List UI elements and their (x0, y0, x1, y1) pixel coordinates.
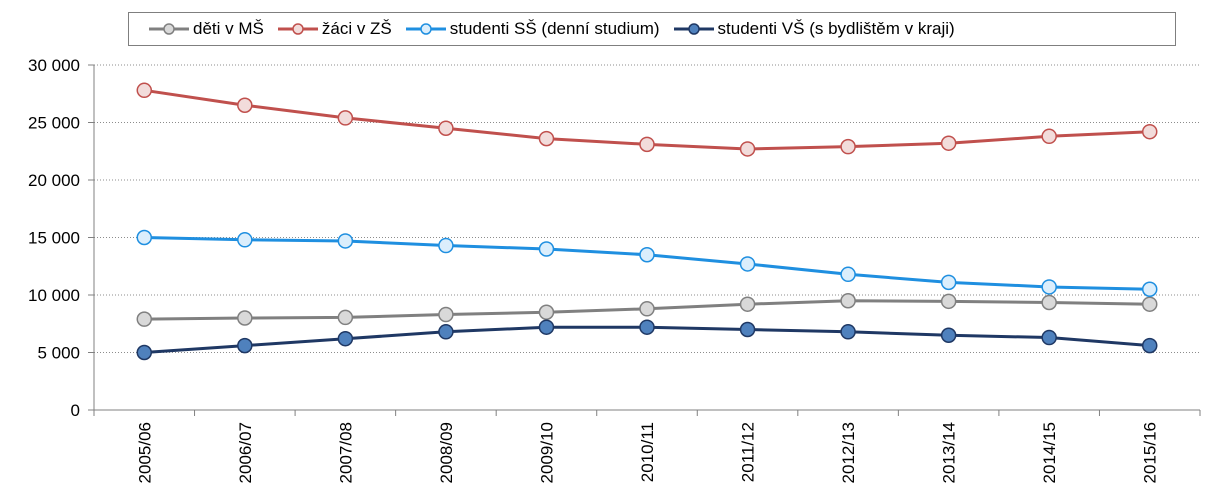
data-point (438, 120, 454, 136)
data-point (337, 309, 354, 326)
y-tick-label: 20 000 (28, 171, 80, 190)
x-tick-label: 2011/12 (739, 422, 758, 482)
y-tick-label: 30 000 (28, 56, 80, 75)
y-tick-label: 5 000 (37, 344, 80, 363)
legend-swatch (149, 23, 189, 35)
x-tick-label: 2005/06 (135, 422, 154, 483)
data-point (840, 324, 856, 340)
data-point (739, 256, 756, 272)
x-tick-label: 2012/13 (839, 422, 858, 483)
data-point (940, 293, 957, 310)
series-line (144, 236, 1150, 291)
data-point (538, 319, 555, 335)
legend-swatch (673, 23, 714, 35)
data-point (739, 296, 756, 312)
data-point (639, 136, 655, 153)
legend: děti v MŠ žáci v ZŠ studenti SŠ (denní stu… (128, 12, 1176, 46)
data-point (438, 237, 454, 254)
data-point (1141, 337, 1158, 354)
data-point (136, 344, 153, 361)
x-tick-label: 2013/14 (940, 422, 959, 483)
data-point (840, 293, 856, 309)
legend-item: studenti SŠ (denní studium) (405, 19, 660, 39)
data-point (1141, 281, 1158, 297)
data-point (237, 310, 253, 326)
data-point (337, 110, 354, 126)
x-tick-label: 2010/11 (638, 422, 657, 482)
legend-swatch (277, 23, 318, 35)
data-point (337, 330, 354, 347)
x-tick-label: 2014/15 (1040, 422, 1059, 483)
data-point (739, 321, 756, 338)
x-tick-label: 2015/16 (1141, 422, 1160, 483)
data-point (1041, 279, 1057, 295)
data-point (639, 319, 655, 335)
data-point (840, 138, 856, 155)
legend-label: studenti SŠ (denní studium) (449, 19, 660, 38)
data-point (337, 233, 354, 249)
x-tick-label: 2007/08 (336, 422, 355, 483)
y-tick-label: 10 000 (28, 286, 80, 305)
legend-label: žáci v ZŠ (321, 19, 392, 38)
legend-item: žáci v ZŠ (277, 19, 392, 39)
data-point (237, 97, 253, 113)
data-point (237, 232, 253, 248)
data-point (1041, 329, 1057, 346)
data-point (136, 311, 153, 327)
data-point (639, 247, 655, 263)
data-point (940, 135, 957, 151)
data-point (1141, 123, 1158, 140)
data-point (438, 324, 454, 340)
y-tick-label: 0 (71, 401, 80, 420)
data-point (940, 327, 957, 343)
data-point (1041, 128, 1057, 145)
legend-label: studenti VŠ (s bydlištěm v kraji) (717, 19, 955, 38)
legend-label: děti v MŠ (193, 19, 264, 38)
x-tick-label: 2009/10 (537, 422, 556, 483)
data-point (940, 274, 957, 291)
legend-swatch (405, 23, 446, 35)
data-point (1141, 296, 1158, 312)
data-point (538, 130, 555, 147)
data-point (538, 304, 555, 320)
x-tick-label: 2006/07 (236, 422, 255, 483)
data-point (538, 241, 555, 257)
data-point (1041, 294, 1057, 311)
y-tick-label: 15 000 (28, 229, 80, 248)
data-point (136, 229, 153, 246)
legend-item: studenti VŠ (s bydlištěm v kraji) (673, 19, 955, 39)
x-tick-label: 2008/09 (437, 422, 456, 483)
data-point (237, 337, 253, 354)
data-point (840, 266, 856, 283)
data-point (438, 306, 454, 323)
y-tick-label: 25 000 (28, 114, 80, 133)
data-point (136, 82, 153, 99)
data-point (739, 141, 756, 157)
data-point (639, 301, 655, 317)
legend-item: děti v MŠ (149, 19, 264, 39)
